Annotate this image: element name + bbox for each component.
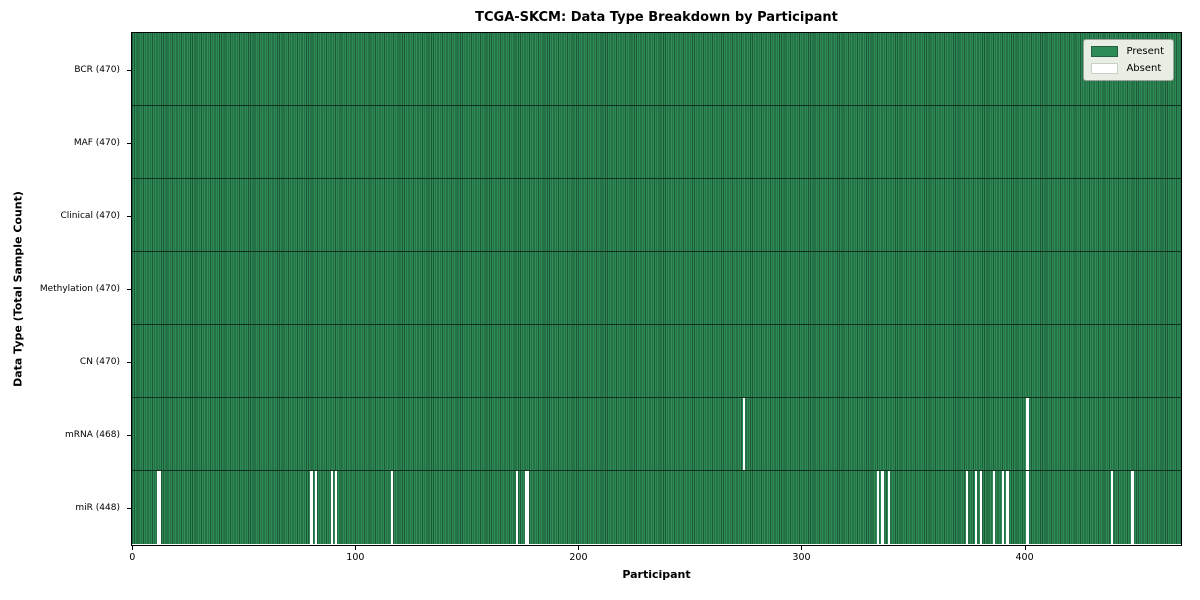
y-tick-label-methylation: Methylation (470) (39, 284, 120, 294)
heatmap-row-bcr (132, 33, 1181, 107)
absent-mark (993, 471, 996, 545)
absent-mark (1026, 398, 1029, 471)
x-tick-mark (132, 546, 134, 550)
absent-mark (330, 471, 333, 545)
heatmap-rows (132, 33, 1181, 545)
x-tick-label: 200 (569, 552, 588, 563)
x-tick-mark (578, 546, 580, 550)
absent-mark (314, 471, 318, 545)
y-tick-mark (127, 362, 131, 364)
y-tick-mark (127, 508, 131, 510)
y-tick-label-maf: MAF (470) (73, 137, 120, 148)
absent-mark (310, 471, 313, 545)
present-swatch-icon (1091, 46, 1119, 57)
y-tick-label-cn: CN (470) (79, 357, 120, 368)
absent-mark (888, 471, 891, 545)
plot-area: Present Absent (131, 32, 1182, 546)
y-tick-label-bcr: BCR (470) (74, 64, 120, 75)
absent-mark (1006, 471, 1009, 545)
legend: Present Absent (1083, 39, 1174, 81)
chart-title: TCGA-SKCM: Data Type Breakdown by Partic… (475, 10, 838, 25)
absent-mark (743, 398, 746, 471)
absent-mark (524, 471, 527, 545)
absent-mark (334, 471, 338, 545)
absent-mark (979, 471, 982, 545)
heatmap-row-maf (132, 106, 1181, 180)
absent-mark (1111, 471, 1114, 545)
y-tick-label-mrna: mRNA (468) (65, 430, 120, 441)
absent-mark (966, 471, 969, 545)
absent-mark (526, 471, 530, 545)
x-tick-mark (1024, 546, 1026, 550)
y-tick-label-mir: miR (448) (75, 503, 120, 514)
legend-item-absent: Absent (1091, 63, 1164, 74)
absent-mark (1131, 471, 1134, 545)
absent-swatch-icon (1091, 63, 1119, 74)
y-tick-mark (127, 435, 131, 437)
absent-mark (877, 471, 880, 545)
x-tick-label: 400 (1015, 552, 1034, 563)
absent-mark (1001, 471, 1005, 545)
legend-label-present: Present (1126, 46, 1164, 57)
y-tick-mark (127, 215, 131, 217)
x-tick-mark (801, 546, 803, 550)
absent-mark (156, 471, 159, 545)
heatmap-row-mir (132, 471, 1181, 545)
absent-mark (158, 471, 161, 545)
x-tick-label: 100 (346, 552, 365, 563)
absent-mark (1026, 471, 1029, 545)
y-tick-mark (127, 289, 131, 290)
legend-label-absent: Absent (1126, 63, 1162, 74)
heatmap-row-methylation (132, 252, 1181, 326)
legend-item-present: Present (1091, 46, 1164, 57)
x-axis-label: Participant (622, 568, 691, 581)
absent-mark (975, 471, 978, 545)
absent-mark (515, 471, 518, 545)
y-axis-label: Data Type (Total Sample Count) (11, 191, 25, 387)
heatmap-row-cn (132, 325, 1181, 399)
y-tick-mark (127, 142, 131, 144)
absent-mark (881, 471, 884, 545)
x-tick-mark (355, 546, 357, 550)
absent-mark (390, 471, 393, 545)
x-tick-label: 0 (129, 552, 136, 563)
y-tick-mark (127, 69, 131, 71)
x-tick-label: 300 (792, 552, 811, 563)
heatmap-row-mrna (132, 398, 1181, 472)
heatmap-row-clinical (132, 179, 1181, 253)
y-tick-label-clinical: Clinical (470) (60, 210, 120, 221)
